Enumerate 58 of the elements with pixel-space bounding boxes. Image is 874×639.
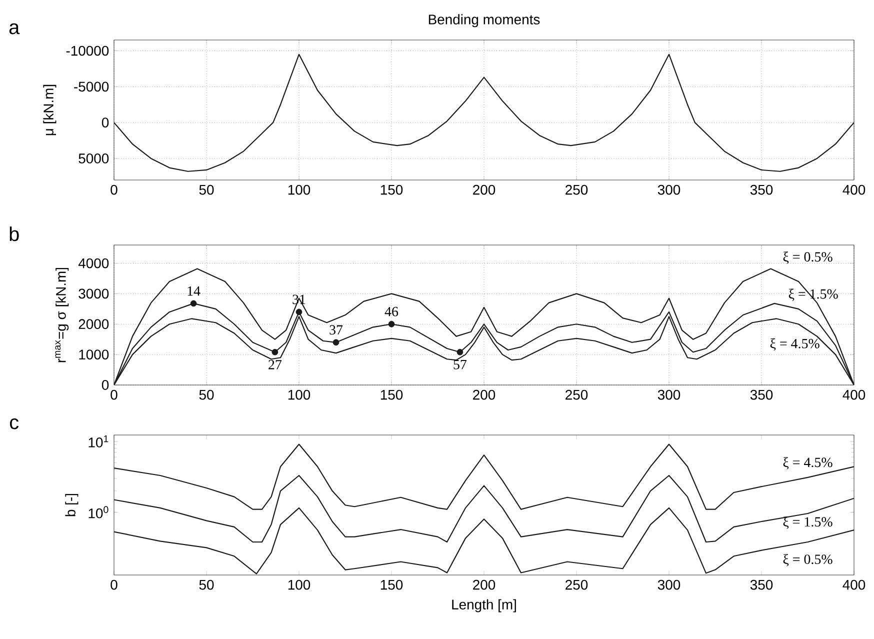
y-tick-label: 4000 <box>78 258 109 268</box>
series-label: ξ = 4.5% <box>770 338 820 351</box>
x-tick-label: 50 <box>199 184 214 195</box>
series-label: ξ = 0.5% <box>783 554 832 566</box>
text: b <box>10 226 19 242</box>
y-tick-label: 5000 <box>78 154 109 164</box>
x-tick-label: 300 <box>658 390 680 400</box>
y-axis-title: μ [kN.m] <box>43 84 56 136</box>
annotation: 57 <box>454 360 467 370</box>
x-tick-label: 100 <box>288 580 310 590</box>
x-tick-label: 100 <box>288 390 310 400</box>
text: a <box>9 23 20 34</box>
x-tick-label: 0 <box>110 390 118 400</box>
x-tick-label: 50 <box>199 390 214 400</box>
x-tick-label: 100 <box>288 184 310 195</box>
x-tick-label: 150 <box>380 390 403 400</box>
y-tick-label: -5000 <box>74 82 109 92</box>
x-tick-label: 0 <box>110 580 118 590</box>
x-tick-label: 50 <box>199 580 214 590</box>
chart-title: Bending moments <box>428 14 540 28</box>
series-label: ξ = 1.5% <box>788 288 838 302</box>
series-label: ξ = 0.5% <box>783 252 832 264</box>
y-tick-label: 10$^{1}$ <box>88 435 108 448</box>
y-tick-label: 0 <box>102 118 109 128</box>
y-tick-label: -10000 <box>66 46 109 56</box>
y-axis-title: r$^{max}$=g σ [kN.m] <box>55 268 69 362</box>
y-tick-label: 10$^{0}$ <box>88 506 108 518</box>
annotation: 27 <box>268 360 282 370</box>
y-tick-label: 1000 <box>79 350 109 360</box>
x-tick-label: 200 <box>473 390 496 400</box>
x-tick-label: 300 <box>658 184 680 195</box>
annotation: 37 <box>330 325 343 335</box>
x-tick-label: 150 <box>380 184 403 195</box>
text: c <box>10 418 19 430</box>
x-tick-label: 0 <box>110 184 118 195</box>
x-tick-label: 250 <box>566 390 588 400</box>
x-axis-title: Length [m] <box>452 599 516 612</box>
annotation: 46 <box>384 306 398 316</box>
x-tick-label: 250 <box>566 580 588 590</box>
annotation: 14 <box>188 286 200 296</box>
x-tick-label: 350 <box>750 184 773 195</box>
x-tick-label: 350 <box>750 390 773 400</box>
x-tick-label: 400 <box>842 390 866 400</box>
x-tick-label: 300 <box>658 580 680 590</box>
x-tick-label: 400 <box>842 184 866 195</box>
series-label: ξ = 4.5% <box>783 457 832 470</box>
y-tick-label: 2000 <box>78 319 109 330</box>
x-tick-label: 350 <box>750 580 773 590</box>
y-axis-title: b [-] <box>65 494 78 516</box>
y-tick-label: 3000 <box>78 288 109 299</box>
x-tick-label: 150 <box>380 580 403 590</box>
x-tick-label: 200 <box>473 580 496 590</box>
x-tick-label: 400 <box>842 580 866 590</box>
series-label: ξ = 1.5% <box>783 516 832 529</box>
x-tick-label: 200 <box>473 184 496 195</box>
annotation: 31 <box>292 294 306 304</box>
x-tick-label: 250 <box>566 184 588 195</box>
y-tick-label: 0 <box>102 380 109 390</box>
